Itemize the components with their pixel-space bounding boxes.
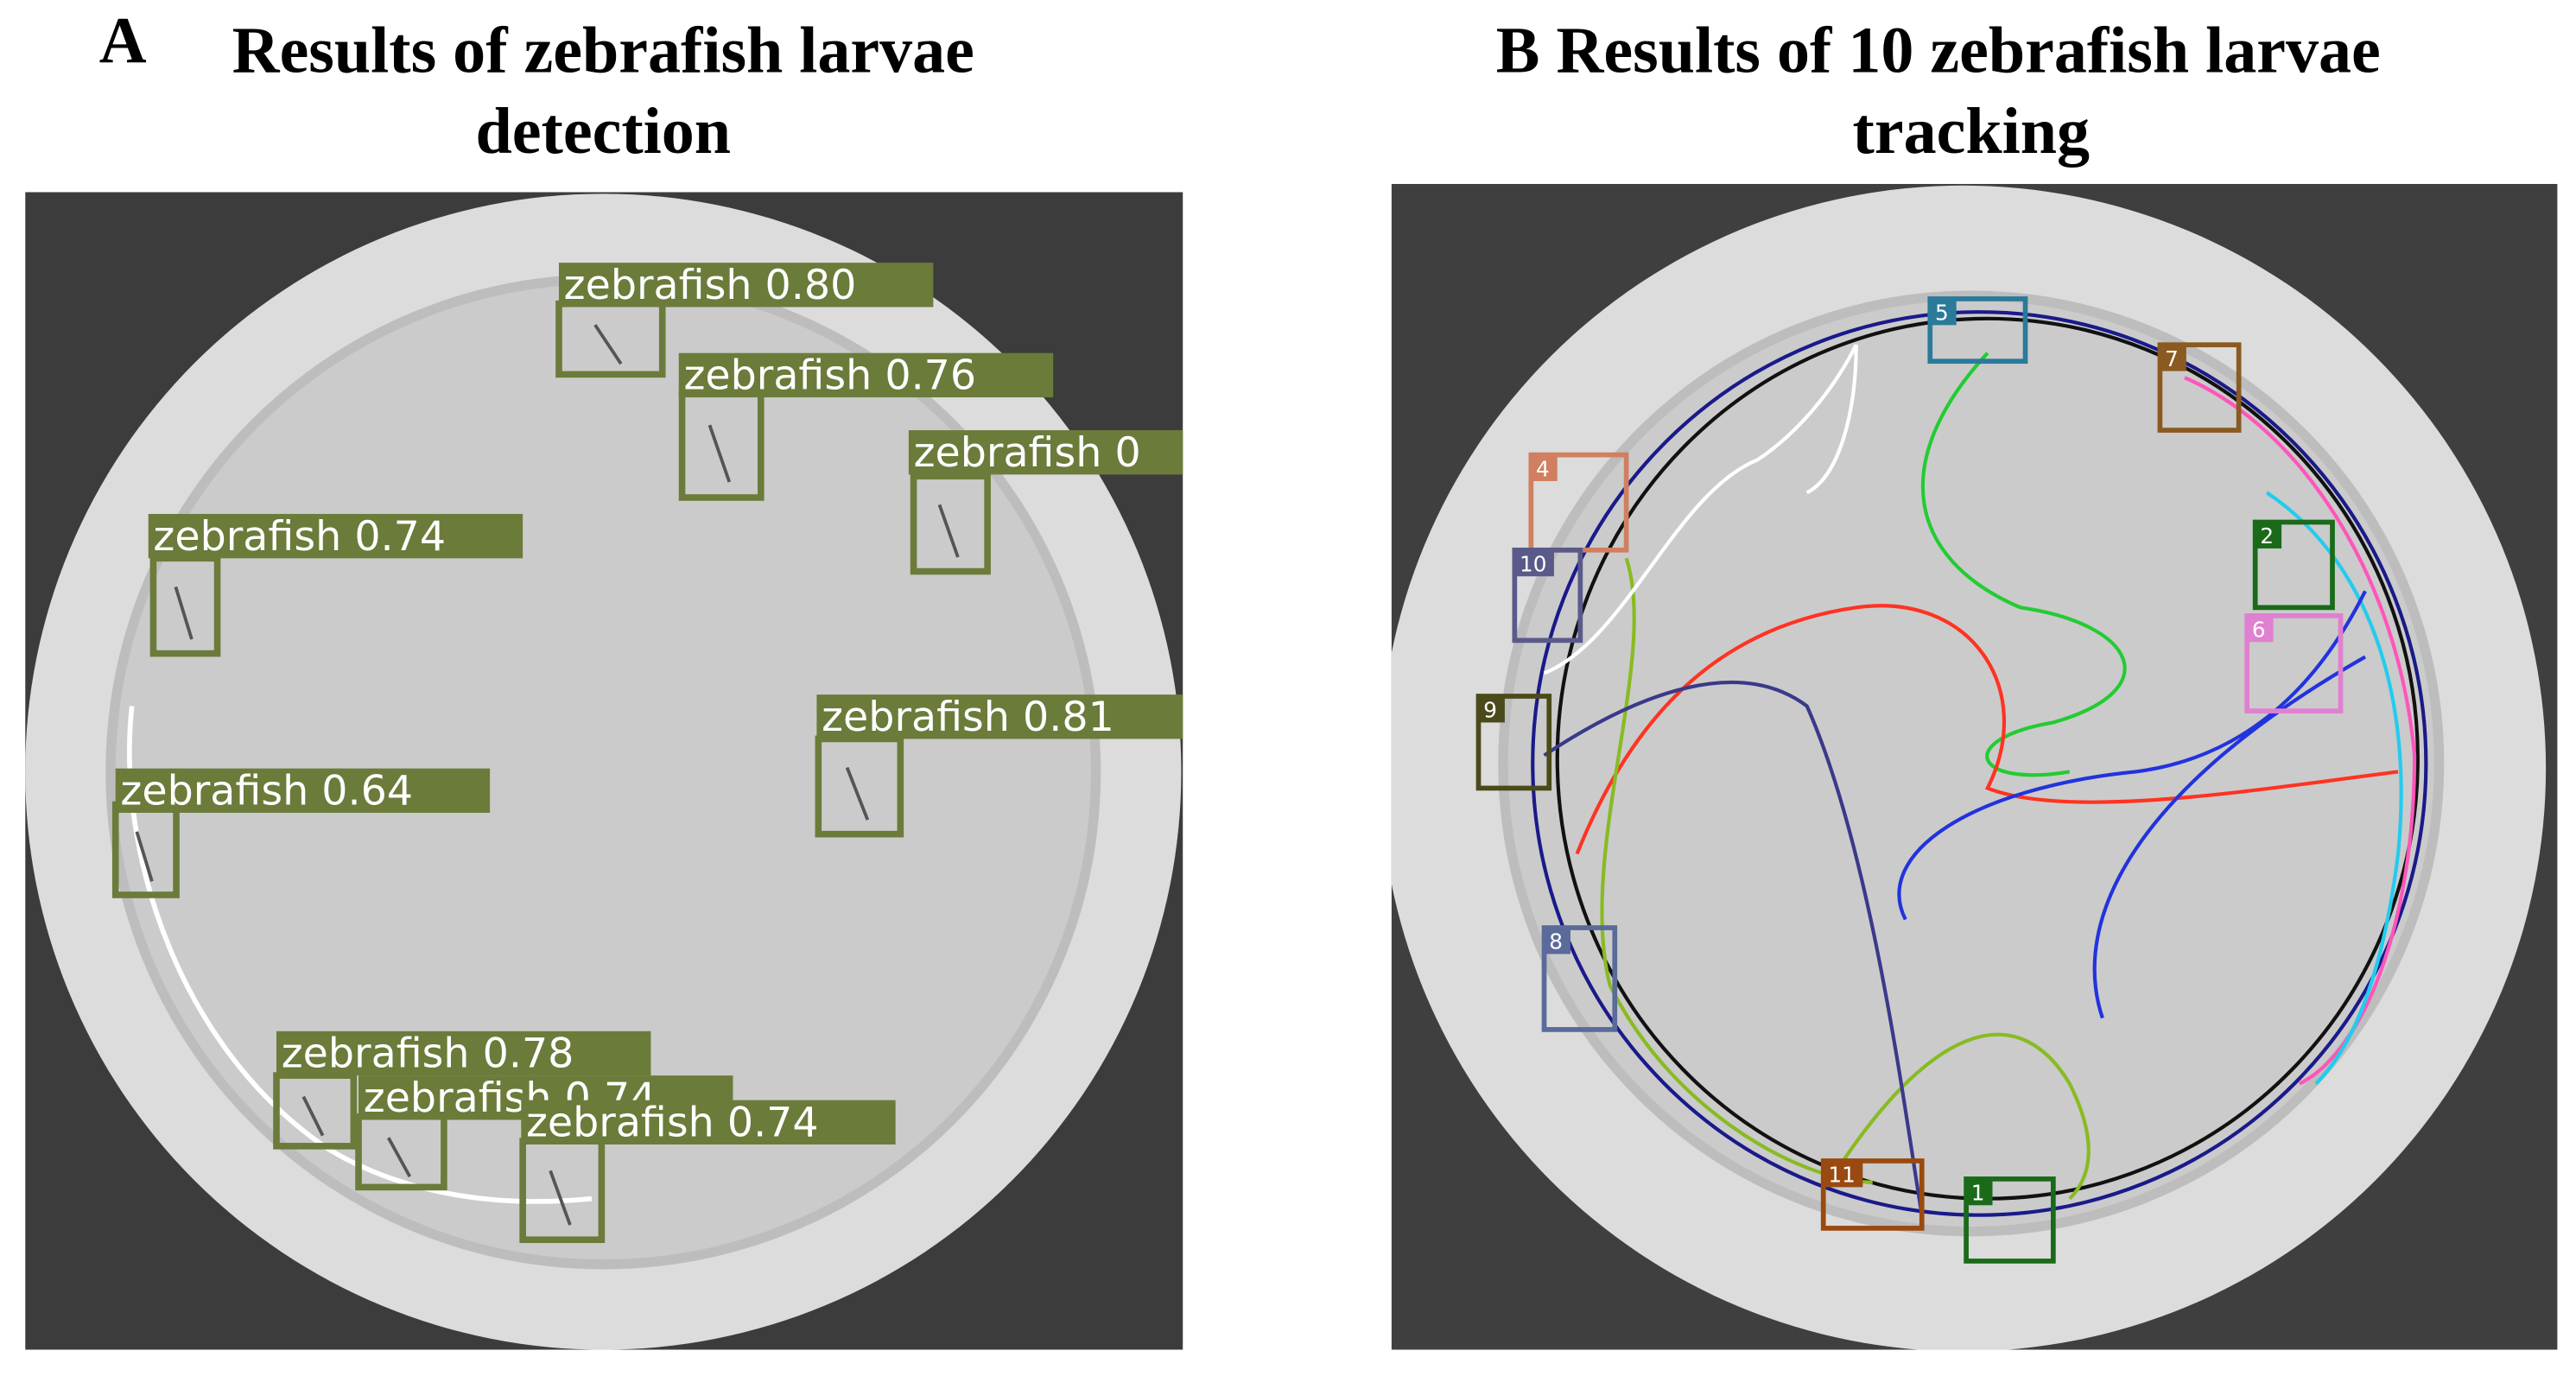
track-box [1927, 296, 2028, 365]
track-box [2157, 342, 2242, 433]
track-id-background [1478, 696, 1505, 723]
track-id: 1 [1971, 1181, 1985, 1206]
label-background [148, 513, 523, 559]
track-id-background [1823, 1160, 1863, 1188]
trajectories [1531, 310, 2428, 1217]
track-box [2252, 519, 2335, 611]
detection-label: zebrafish 0.81 [822, 694, 1114, 741]
panel-title: detection [476, 95, 732, 168]
track-id-background [1514, 549, 1554, 577]
track-id-background [2247, 615, 2274, 643]
track-id-background [2160, 345, 2186, 371]
detection-box [910, 472, 991, 575]
trajectory [1531, 310, 2428, 1217]
detection-label: zebrafish 0.80 [564, 262, 857, 309]
detection-image: zebrafish 0.80 zebrafish 0.76 zebrafish 0 z… [25, 192, 1183, 1350]
track-box [1475, 694, 1552, 791]
trajectory [1920, 352, 2127, 777]
track-box [1820, 1158, 1925, 1231]
trajectory [1543, 344, 1858, 675]
fish [301, 1095, 325, 1137]
detection-label: zebrafish 0.74 [153, 513, 446, 561]
fish [593, 324, 623, 365]
detection-label: zebrafish 0.78 [282, 1030, 574, 1078]
label-background [558, 263, 934, 308]
plate-inner [1498, 290, 2445, 1237]
fish [174, 586, 194, 640]
label-background [678, 352, 1054, 398]
label-background [115, 768, 491, 813]
track-id-background [1544, 928, 1570, 954]
track-box [2244, 613, 2344, 713]
fish [845, 766, 870, 821]
trajectory [1543, 680, 1924, 1216]
track-box [1541, 925, 1618, 1032]
track-id-background [2255, 522, 2282, 548]
detection-label: zebrafish 0.74 [526, 1099, 819, 1146]
fish [937, 504, 960, 558]
fish [135, 831, 154, 882]
track-id: 9 [1483, 698, 1497, 723]
panel-title: B Results of 10 zebrafish larvae [1496, 15, 2381, 87]
fish [549, 1170, 572, 1226]
detection-label: zebrafish 0.64 [120, 767, 413, 815]
track-id-background [1966, 1178, 1993, 1206]
fish [707, 424, 732, 483]
panel-title: tracking [1853, 95, 2090, 168]
label-background [908, 430, 1183, 475]
track-id-background [1531, 454, 1558, 481]
track-id: 4 [1536, 456, 1550, 481]
panel-title: Results of zebrafish larvae [232, 15, 974, 87]
trajectory [1600, 557, 2091, 1201]
track-id: 6 [2252, 618, 2266, 643]
track-id: 7 [2165, 346, 2179, 371]
panel-label: A [99, 4, 147, 77]
label-background [521, 1100, 896, 1145]
track-box [1964, 1176, 2056, 1264]
track-id-background [1930, 298, 1957, 326]
trajectory [2265, 491, 2403, 1086]
detection-label: zebrafish 0 [914, 429, 1141, 477]
track-id: 2 [2260, 523, 2274, 548]
track-id: 10 [1520, 552, 1546, 577]
fish [386, 1137, 412, 1178]
track-id: 11 [1828, 1163, 1855, 1188]
label-background [816, 694, 1183, 739]
trajectory [1575, 604, 2399, 855]
track-id: 8 [1549, 929, 1563, 954]
track-id: 5 [1935, 301, 1949, 326]
detection-label: zebrafish 0.76 [683, 352, 976, 400]
label-background [276, 1030, 651, 1076]
